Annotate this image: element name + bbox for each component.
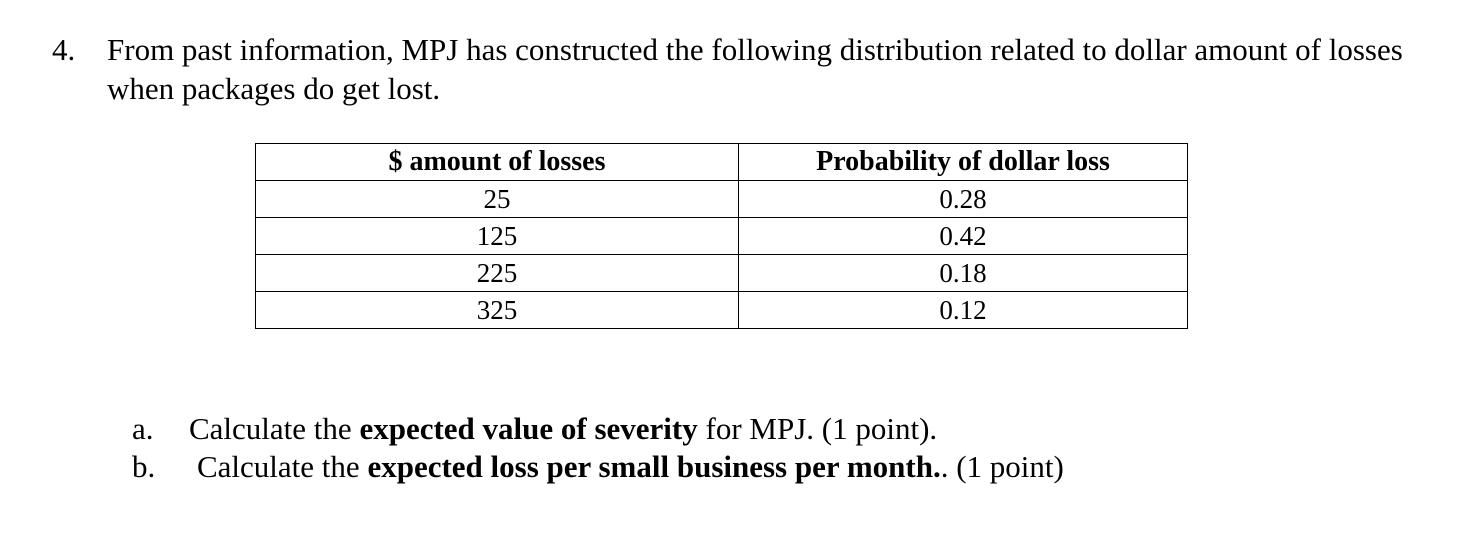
header-probability: Probability of dollar loss	[738, 143, 1188, 181]
subquestion-marker: a.	[132, 411, 154, 446]
subquestion-suffix: . (1 point)	[940, 449, 1064, 484]
cell-amount: 125	[255, 217, 739, 255]
subquestion-emphasis: expected value of severity	[359, 411, 698, 446]
cell-probability: 0.18	[738, 254, 1188, 292]
loss-distribution-table: $ amount of losses Probability of dollar…	[255, 143, 1188, 329]
subquestion-marker: b.	[132, 449, 156, 484]
subquestion-prefix: Calculate the	[189, 411, 360, 446]
table-row: 25 0.28	[255, 180, 1188, 218]
subquestion-prefix: Calculate the	[197, 449, 368, 484]
cell-probability: 0.28	[738, 180, 1188, 218]
subquestion-emphasis: expected loss per small business per mon…	[367, 449, 941, 484]
subquestion-text: Calculate the expected loss per small bu…	[197, 448, 1064, 486]
table-row: 325 0.12	[255, 291, 1188, 329]
table-header-row: $ amount of losses Probability of dollar…	[255, 143, 1188, 181]
subquestion-suffix: for MPJ. (1 point).	[697, 411, 938, 446]
header-dollar-amount: $ amount of losses	[255, 143, 739, 181]
question-number: 4.	[52, 32, 76, 67]
subquestion-text: Calculate the expected value of severity…	[189, 410, 937, 448]
cell-probability: 0.42	[738, 217, 1188, 255]
question-text: From past information, MPJ has construct…	[107, 32, 1403, 106]
cell-amount: 225	[255, 254, 739, 292]
cell-amount: 325	[255, 291, 739, 329]
table-row: 125 0.42	[255, 217, 1188, 255]
cell-amount: 25	[255, 180, 739, 218]
table-row: 225 0.18	[255, 254, 1188, 292]
cell-probability: 0.12	[738, 291, 1188, 329]
